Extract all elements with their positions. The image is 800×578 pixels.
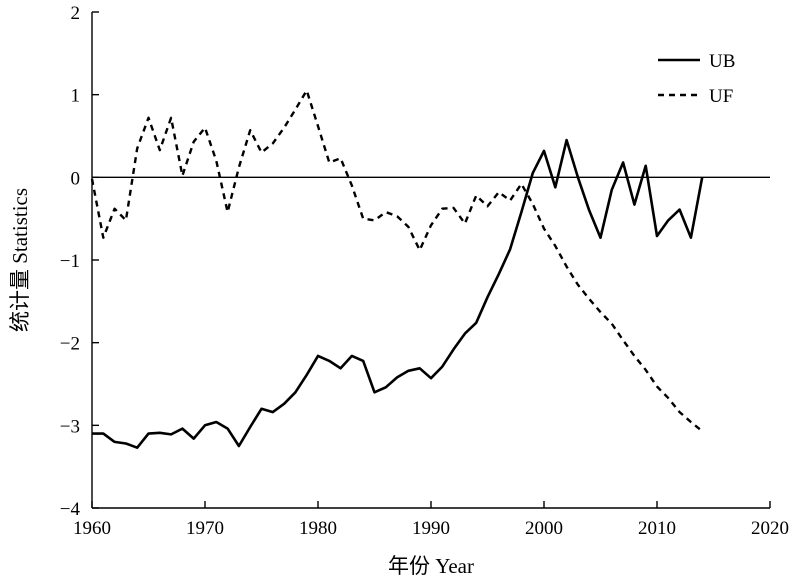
y-axis-label: 统计量 Statistics xyxy=(8,188,32,332)
x-axis-label: 年份 Year xyxy=(388,554,474,578)
ticks xyxy=(91,11,771,509)
y-tick-label--4: −4 xyxy=(60,499,81,520)
y-tick-label--3: −3 xyxy=(60,416,80,437)
tick-labels: 1960 1970 1980 1990 2000 2010 2020 2 1 0 −1 −2 −3 −4 xyxy=(60,3,789,539)
legend-label-ub: UB xyxy=(709,51,735,72)
y-tick-label-2: 2 xyxy=(71,3,81,24)
x-tick-label-1980: 1980 xyxy=(299,518,337,539)
series-line-ub xyxy=(92,138,704,449)
legend: UB UF xyxy=(658,51,735,107)
y-tick-label-0: 0 xyxy=(71,168,81,189)
y-tick-label--2: −2 xyxy=(60,334,80,355)
series-line-uf xyxy=(90,89,703,433)
x-tick-label-2010: 2010 xyxy=(638,518,676,539)
x-tick-label-1990: 1990 xyxy=(412,518,450,539)
x-tick-label-2000: 2000 xyxy=(525,518,563,539)
y-tick-label--1: −1 xyxy=(60,251,80,272)
x-tick-label-1960: 1960 xyxy=(73,518,111,539)
legend-label-uf: UF xyxy=(709,86,733,107)
x-tick-label-2020: 2020 xyxy=(751,518,789,539)
x-tick-label-1970: 1970 xyxy=(186,518,224,539)
y-tick-label-1: 1 xyxy=(71,86,81,107)
